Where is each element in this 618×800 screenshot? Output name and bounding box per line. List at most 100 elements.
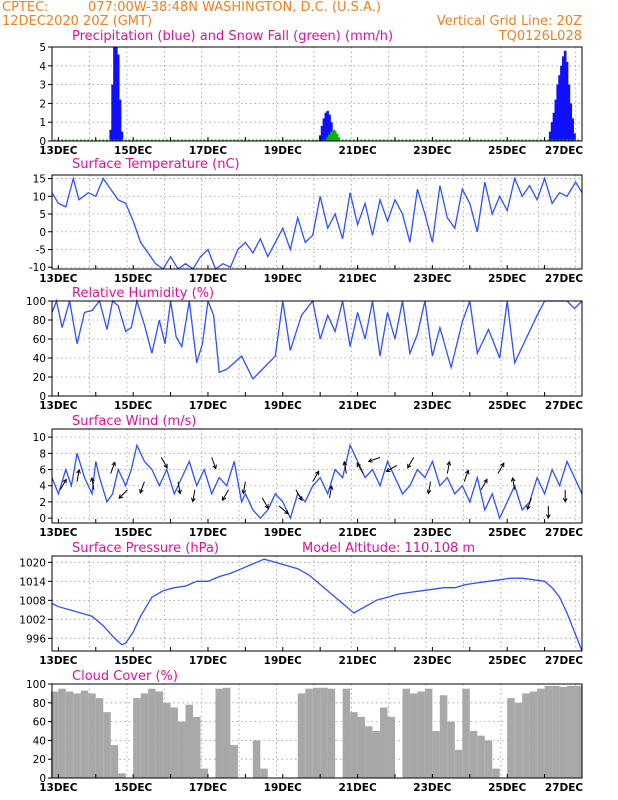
precip-ytick-label: 1 [39,117,46,129]
wind-arrow [76,469,80,482]
snow-trace [274,139,277,141]
snow-trace [551,139,554,141]
snow-trace [577,139,580,141]
precip-bar [320,125,324,141]
wind-arrow [160,457,168,469]
cloud-bar [447,721,455,778]
snow-trace [278,139,281,141]
snow-trace [113,139,116,141]
wind-arrow [278,505,289,515]
precip-bar [565,62,569,141]
snow-trace [472,139,475,141]
cloud-bar [185,704,194,778]
precip-xtick-label: 17DEC [189,145,228,157]
wind-arrow [386,465,398,472]
humidity-xtick-label: 19DEC [264,400,303,412]
temperature-ytick-label: 0 [39,227,46,239]
wind-arrowhead [90,476,95,482]
wind-xtick-label: 19DEC [264,527,303,539]
snow-trace [524,139,527,141]
cloud-bar [58,688,66,778]
snow-trace [296,139,299,141]
cloud-bar [320,687,328,778]
humidity-xtick-label: 27DEC [545,400,584,412]
wind-xtick-label: 17DEC [189,527,228,539]
snow-trace [367,139,370,141]
precip-bar [115,47,118,141]
snow-trace [532,139,535,141]
humidity-xtick-label: 13DEC [39,400,78,412]
snow-trace [233,139,236,141]
snow-trace [91,139,94,141]
cloud-bar [432,731,440,778]
wind-ytick-label: 6 [39,465,46,477]
wind-arrow [222,489,229,501]
snow-trace [483,139,486,141]
cloud-bar [484,740,493,778]
cloud-bar [170,707,179,778]
wind-arrow [192,489,196,502]
precip-bar [569,103,573,141]
snow-trace [266,139,269,141]
temperature-xtick-label: 15DEC [114,273,153,285]
temperature-xtick-label: 17DEC [189,273,228,285]
wind-ytick-label: 0 [39,513,46,525]
wind-xtick-label: 15DEC [114,527,153,539]
snow-trace [192,139,195,141]
wind-arrowhead [241,489,247,495]
snow-trace [214,139,217,141]
cloud-bar [574,685,582,778]
wind-arrow [480,479,488,491]
snow-trace [109,139,112,141]
pressure-xtick-label: 21DEC [338,655,377,667]
snow-trace [573,139,576,141]
precip-bar [328,114,331,141]
precip-bar [322,118,326,141]
snow-trace [322,139,325,141]
cloud-bar [110,745,119,778]
wind-arrow [446,461,450,474]
header-location: 077:00W-38:48N WASHINGTON, D.C. (U.S.A.) [88,0,381,15]
cloud-ytick-label: 100 [26,679,46,691]
snow-trace [457,139,460,141]
cloud-bar [148,688,156,778]
wind-arrowhead [221,496,227,502]
cloud-bar [417,691,425,778]
snow-trace [210,139,213,141]
wind-panel: 0 2 4 6 8 10 13DEC 15DEC 17DEC 19DEC 21DEC 23DEC 25D… [33,428,583,539]
wind-ytick-label: 2 [39,497,46,509]
snow-trace [240,139,243,141]
snow-trace [143,139,146,141]
humidity-ytick-label: 60 [33,334,46,346]
snow-trace [173,139,176,141]
cloud-xtick-label: 23DEC [413,782,452,794]
precip-bar [556,84,559,141]
humidity-ytick-label: 80 [33,315,46,327]
cloud-bar [350,712,358,778]
snow-trace [375,139,378,141]
cloud-ytick-label: 0 [39,773,46,785]
snow-trace [180,139,183,141]
snow-bar [326,137,329,141]
pressure-panel: 996 1002 1008 1014 1020 13DEC 15DEC 17DEC 19DEC 2… [19,555,583,667]
cloud-bar [507,698,515,778]
snow-trace [135,139,138,141]
cloud-bar [357,716,366,778]
snow-trace [221,139,224,141]
pressure-xtick-label: 15DEC [114,655,153,667]
cloud-bar [380,707,388,778]
wind-arrowhead [212,464,217,470]
temperature-ytick-label: 10 [33,191,46,203]
cloud-bar [462,688,470,778]
wind-arrow [139,481,145,494]
pressure-title: Surface Pressure (hPa) [72,541,219,556]
snow-trace [251,139,254,141]
wind-arrow [356,462,364,474]
cloud-bar [439,695,448,778]
wind-arrow [329,485,333,498]
wind-arrow [343,461,347,474]
precip-bar [563,50,567,142]
pressure-xtick-label: 13DEC [39,655,78,667]
pressure-xtick-label: 17DEC [189,655,228,667]
snow-trace [98,139,101,141]
